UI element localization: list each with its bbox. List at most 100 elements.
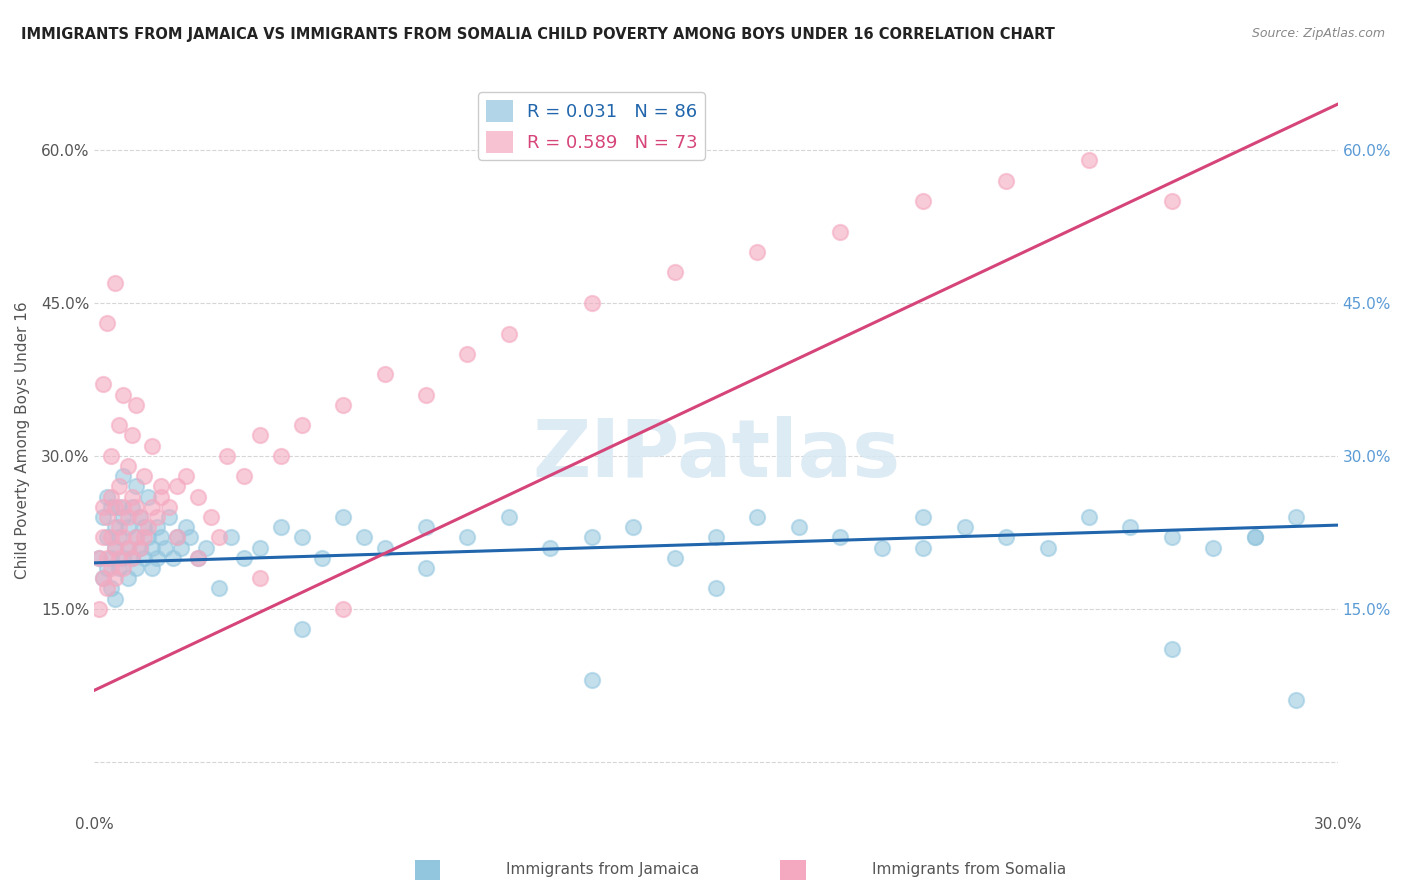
Point: [108, 479, 131, 493]
Point: [100, 530, 122, 544]
Point: [104, 541, 127, 555]
Point: [104, 276, 127, 290]
Point: [87, 550, 110, 565]
Point: [179, 530, 201, 544]
Point: [1160, 530, 1182, 544]
Point: [100, 550, 122, 565]
Point: [174, 469, 197, 483]
Point: [112, 500, 135, 514]
Point: [787, 520, 810, 534]
Point: [291, 418, 314, 433]
Point: [187, 550, 209, 565]
Point: [174, 520, 197, 534]
Point: [217, 449, 239, 463]
Point: [141, 439, 163, 453]
Point: [112, 550, 135, 565]
Point: [621, 520, 644, 534]
Point: [270, 449, 292, 463]
Point: [129, 541, 152, 555]
Point: [125, 530, 148, 544]
Point: [87, 601, 110, 615]
Text: Immigrants from Somalia: Immigrants from Somalia: [872, 863, 1066, 877]
Point: [145, 550, 167, 565]
Point: [747, 244, 769, 259]
Point: [332, 510, 354, 524]
Point: [1078, 153, 1101, 168]
Point: [138, 490, 160, 504]
Point: [870, 541, 893, 555]
Point: [1243, 530, 1265, 544]
Point: [96, 550, 118, 565]
Point: [108, 500, 131, 514]
Point: [91, 571, 114, 585]
Point: [166, 479, 188, 493]
Point: [830, 225, 852, 239]
Point: [141, 541, 163, 555]
Point: [270, 520, 292, 534]
Point: [195, 541, 218, 555]
Point: [581, 673, 603, 687]
Point: [112, 510, 135, 524]
Point: [538, 541, 561, 555]
Point: [232, 550, 254, 565]
Point: [100, 561, 122, 575]
Point: [145, 520, 167, 534]
Point: [96, 510, 118, 524]
Point: [125, 479, 148, 493]
Point: [830, 530, 852, 544]
Point: [995, 530, 1018, 544]
Point: [581, 530, 603, 544]
Legend: R = 0.031   N = 86, R = 0.589   N = 73: R = 0.031 N = 86, R = 0.589 N = 73: [478, 93, 704, 160]
Point: [104, 571, 127, 585]
Point: [96, 490, 118, 504]
Point: [374, 541, 396, 555]
Point: [104, 520, 127, 534]
Point: [415, 520, 437, 534]
Point: [96, 316, 118, 330]
Point: [108, 520, 131, 534]
Point: [100, 490, 122, 504]
Point: [100, 449, 122, 463]
Point: [291, 530, 314, 544]
Point: [117, 458, 139, 473]
Point: [125, 561, 148, 575]
Point: [912, 541, 935, 555]
Point: [1078, 510, 1101, 524]
Point: [112, 469, 135, 483]
Point: [125, 530, 148, 544]
Point: [91, 377, 114, 392]
Point: [1202, 541, 1225, 555]
Point: [456, 347, 478, 361]
Point: [96, 530, 118, 544]
Point: [456, 530, 478, 544]
Point: [100, 500, 122, 514]
Point: [1160, 642, 1182, 657]
Point: [104, 500, 127, 514]
Point: [912, 194, 935, 208]
Point: [129, 541, 152, 555]
Point: [129, 510, 152, 524]
Point: [149, 490, 172, 504]
Point: [249, 571, 271, 585]
Point: [162, 550, 184, 565]
Point: [498, 326, 520, 341]
Text: IMMIGRANTS FROM JAMAICA VS IMMIGRANTS FROM SOMALIA CHILD POVERTY AMONG BOYS UNDE: IMMIGRANTS FROM JAMAICA VS IMMIGRANTS FR…: [21, 27, 1054, 42]
Point: [104, 541, 127, 555]
Point: [953, 520, 976, 534]
Point: [112, 561, 135, 575]
Point: [117, 510, 139, 524]
Point: [1285, 693, 1308, 707]
Point: [291, 622, 314, 636]
Point: [149, 479, 172, 493]
Point: [704, 530, 727, 544]
Point: [104, 591, 127, 606]
Point: [108, 561, 131, 575]
Point: [134, 550, 156, 565]
Point: [138, 520, 160, 534]
Point: [1285, 510, 1308, 524]
Y-axis label: Child Poverty Among Boys Under 16: Child Poverty Among Boys Under 16: [15, 301, 30, 579]
Point: [747, 510, 769, 524]
Point: [1036, 541, 1059, 555]
Point: [153, 541, 176, 555]
Point: [121, 550, 143, 565]
